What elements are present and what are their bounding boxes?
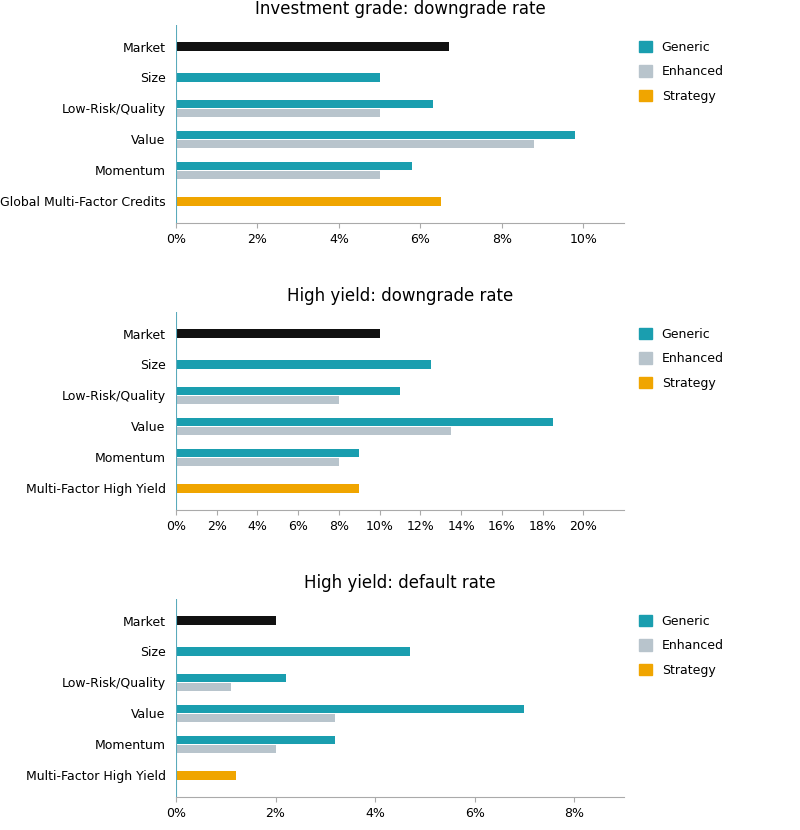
Title: High yield: downgrade rate: High yield: downgrade rate (287, 287, 513, 305)
Bar (176, 418, 553, 426)
Legend: Generic, Enhanced, Strategy: Generic, Enhanced, Strategy (639, 328, 724, 389)
Bar (176, 736, 335, 744)
Bar (176, 360, 430, 369)
Bar (176, 705, 525, 713)
Bar (176, 162, 412, 170)
Bar (176, 616, 275, 625)
Bar (176, 770, 236, 780)
Bar (176, 42, 449, 51)
Bar (176, 109, 380, 117)
Bar (176, 131, 575, 139)
Bar (176, 139, 534, 148)
Bar (176, 683, 230, 691)
Bar (176, 457, 339, 466)
Bar (176, 674, 286, 682)
Bar (176, 484, 359, 493)
Bar (176, 100, 433, 108)
Bar (176, 427, 451, 435)
Bar (176, 745, 275, 753)
Legend: Generic, Enhanced, Strategy: Generic, Enhanced, Strategy (639, 41, 724, 103)
Bar (176, 73, 380, 82)
Bar (176, 170, 380, 178)
Bar (176, 647, 410, 656)
Bar (176, 396, 339, 403)
Title: Investment grade: downgrade rate: Investment grade: downgrade rate (254, 0, 546, 17)
Title: High yield: default rate: High yield: default rate (304, 574, 496, 592)
Bar (176, 714, 335, 721)
Legend: Generic, Enhanced, Strategy: Generic, Enhanced, Strategy (639, 615, 724, 676)
Bar (176, 449, 359, 457)
Bar (176, 387, 400, 395)
Bar (176, 197, 441, 206)
Bar (176, 329, 380, 338)
